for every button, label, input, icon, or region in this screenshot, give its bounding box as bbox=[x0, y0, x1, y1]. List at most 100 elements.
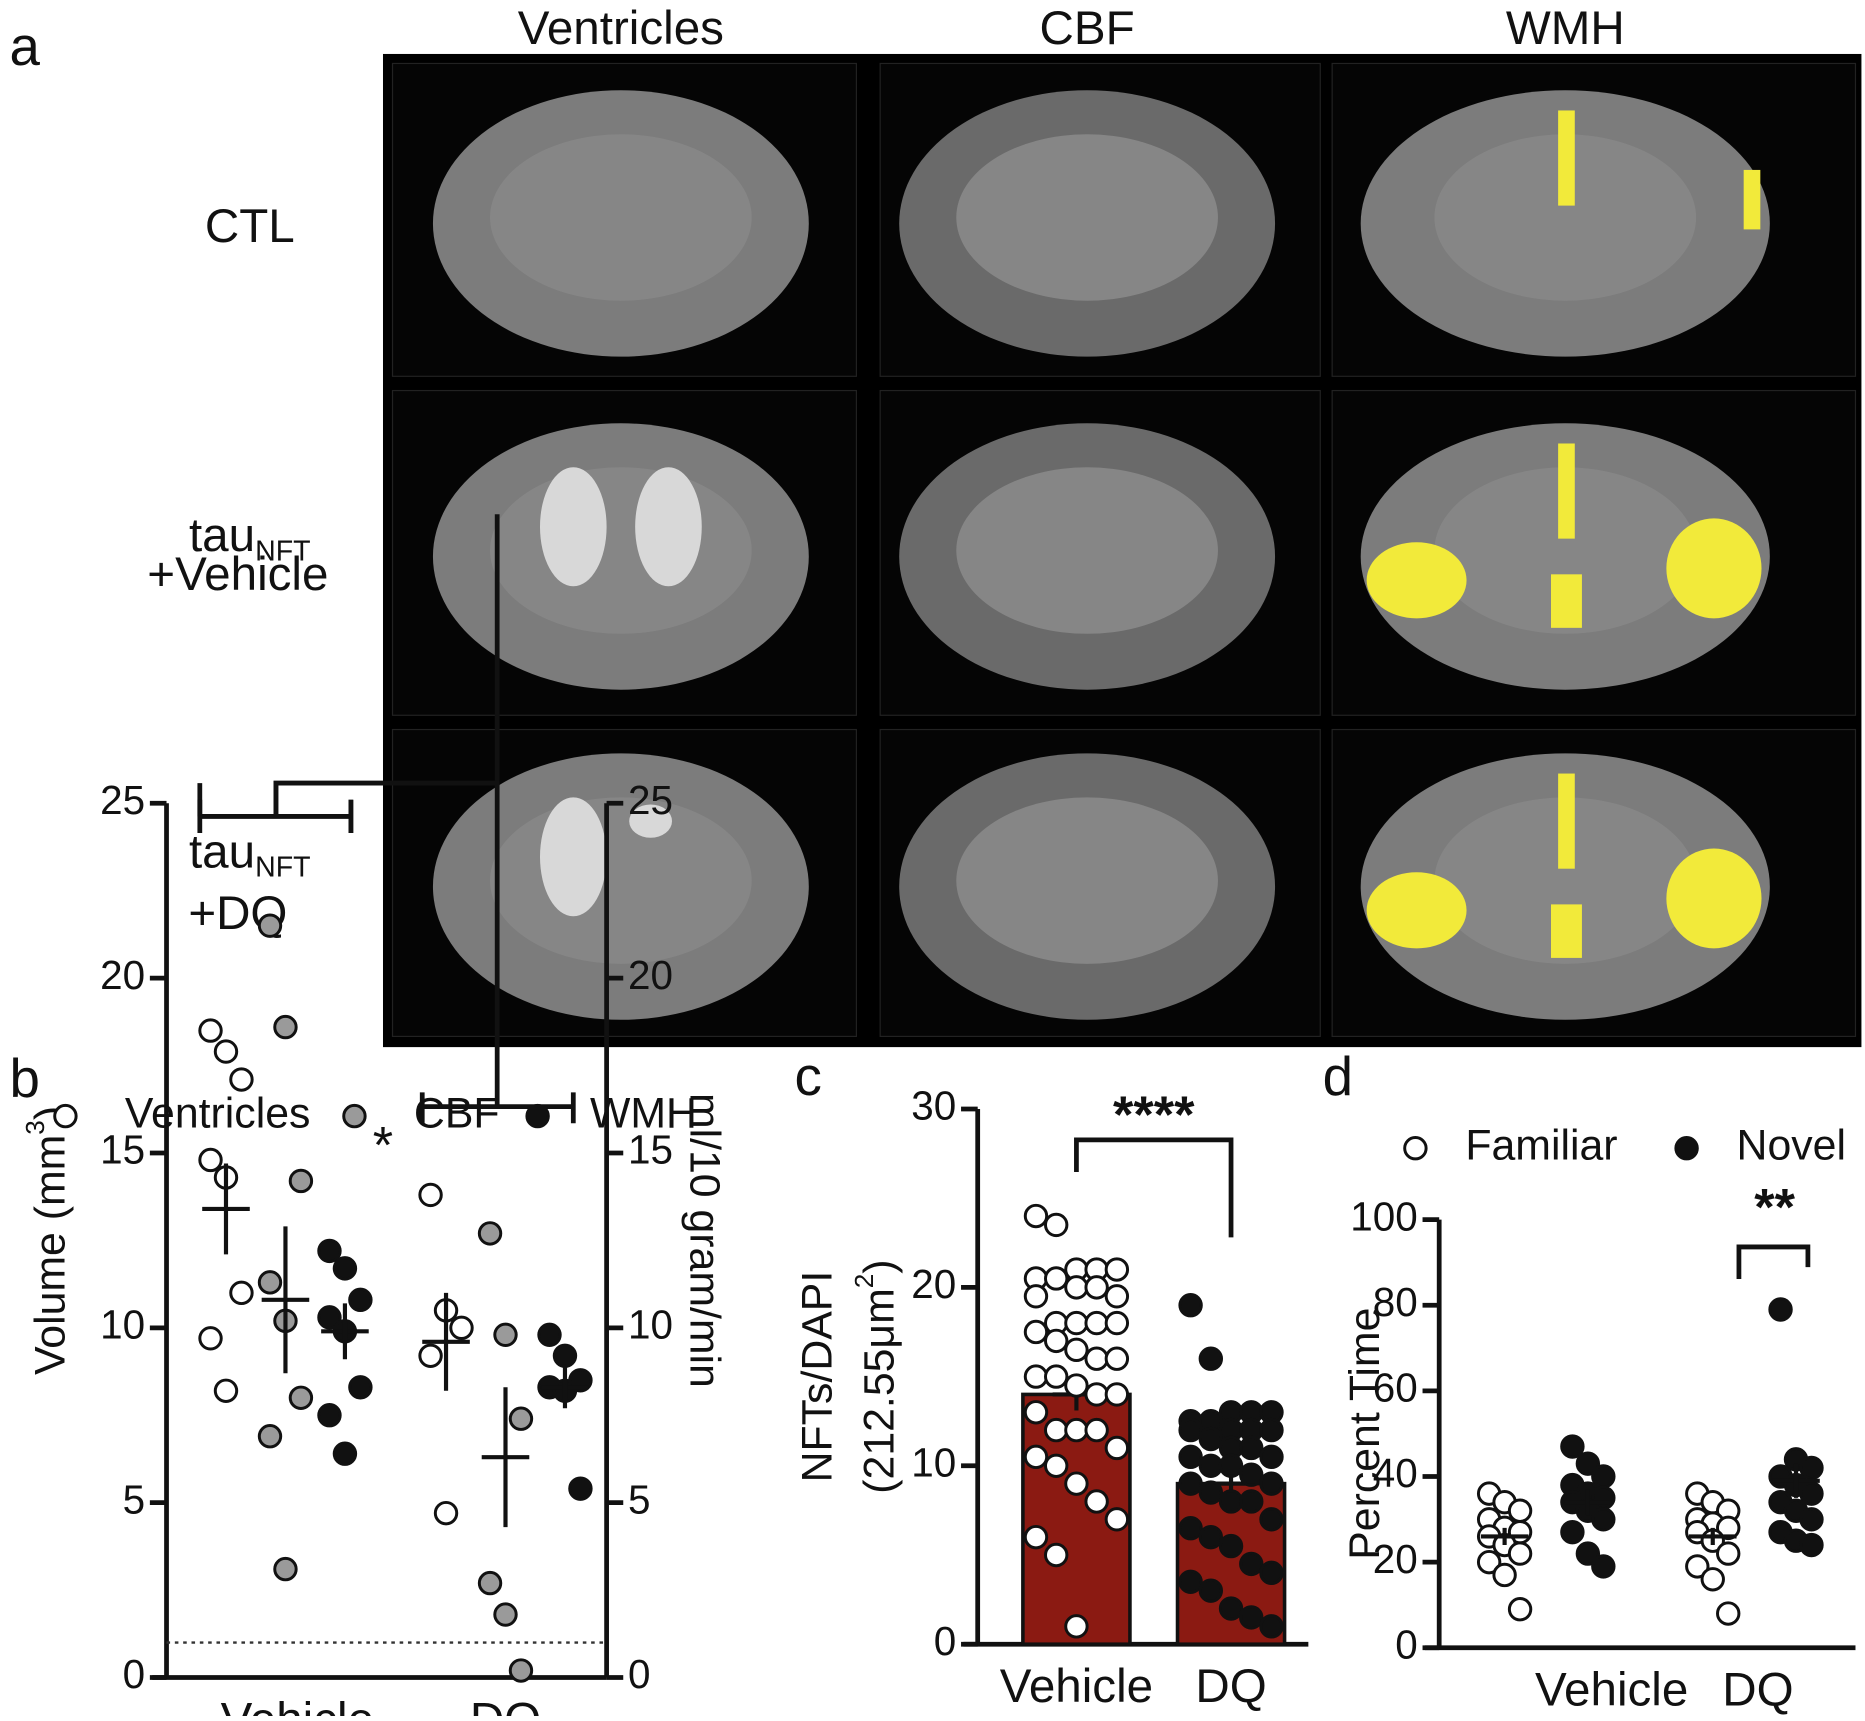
data-point bbox=[317, 1238, 342, 1264]
brain-inner bbox=[490, 134, 752, 301]
data-point bbox=[332, 1441, 358, 1466]
y-tick-label: 0 bbox=[934, 1618, 957, 1664]
data-point bbox=[1064, 1373, 1089, 1398]
data-point bbox=[1064, 1614, 1089, 1639]
text-part: tau bbox=[189, 509, 255, 562]
text-part: tau bbox=[189, 825, 255, 878]
y2-tick-label: 5 bbox=[628, 1476, 651, 1522]
data-point bbox=[1064, 1310, 1089, 1336]
data-point bbox=[493, 1322, 518, 1348]
y2-tick-label: 15 bbox=[628, 1127, 673, 1173]
data-point bbox=[1084, 1275, 1109, 1300]
wmh-region bbox=[1550, 574, 1582, 628]
wmh-region bbox=[1550, 904, 1582, 958]
text-part: ) bbox=[856, 1259, 904, 1273]
data-point bbox=[1104, 1310, 1130, 1336]
data-point bbox=[257, 1270, 283, 1295]
text-part: NFT bbox=[255, 851, 310, 883]
data-point bbox=[1700, 1567, 1725, 1592]
text-part: NFTs/DAPI bbox=[794, 1271, 842, 1483]
y-tick-label: 20 bbox=[1373, 1536, 1418, 1582]
wmh-region bbox=[1666, 518, 1762, 619]
data-point bbox=[1198, 1453, 1224, 1478]
panel-letter: c bbox=[795, 1045, 822, 1107]
data-point bbox=[1178, 1293, 1203, 1318]
data-point bbox=[1218, 1453, 1244, 1478]
data-point bbox=[552, 1343, 578, 1368]
data-point bbox=[1104, 1382, 1130, 1407]
data-point bbox=[1799, 1481, 1824, 1506]
y2-tick-label: 25 bbox=[628, 777, 673, 823]
data-point bbox=[1716, 1601, 1741, 1626]
data-point bbox=[1560, 1519, 1585, 1545]
row-label: tauNFT bbox=[189, 825, 311, 883]
data-point bbox=[1476, 1549, 1502, 1575]
significance-label: * bbox=[373, 1117, 393, 1175]
y2-tick-label: 20 bbox=[628, 952, 673, 998]
data-point bbox=[493, 1602, 518, 1627]
data-point bbox=[213, 1378, 239, 1403]
y-tick-label: 40 bbox=[1373, 1450, 1418, 1496]
data-point bbox=[1064, 1337, 1089, 1363]
wmh-region bbox=[1666, 848, 1762, 949]
data-point bbox=[317, 1305, 342, 1330]
row-label: CTL bbox=[205, 199, 295, 252]
data-point bbox=[1044, 1542, 1069, 1568]
data-point bbox=[1799, 1455, 1824, 1481]
data-point bbox=[1064, 1417, 1089, 1443]
data-point bbox=[433, 1500, 459, 1526]
data-point bbox=[1104, 1257, 1130, 1282]
y-tick-label: 30 bbox=[911, 1083, 956, 1129]
y-tick-label: 0 bbox=[1395, 1621, 1418, 1667]
brain-inner bbox=[490, 467, 752, 634]
brain-inner bbox=[1434, 797, 1697, 964]
y-tick-label: 100 bbox=[1350, 1193, 1417, 1239]
data-point bbox=[1023, 1203, 1049, 1229]
column-header: WMH bbox=[1506, 2, 1625, 55]
significance-bracket bbox=[197, 799, 354, 834]
data-point bbox=[198, 1326, 223, 1351]
data-point bbox=[1239, 1435, 1264, 1461]
brain-inner bbox=[1434, 134, 1697, 301]
data-point bbox=[1044, 1364, 1069, 1389]
x-tick-label: DQ bbox=[470, 1693, 541, 1716]
wmh-region bbox=[1558, 110, 1575, 206]
legend-marker bbox=[1403, 1136, 1428, 1161]
y-axis-label: NFTs/DAPI bbox=[794, 1271, 842, 1483]
data-point bbox=[1023, 1319, 1049, 1345]
data-point bbox=[449, 1315, 474, 1341]
data-point bbox=[1044, 1453, 1069, 1478]
data-point bbox=[1198, 1480, 1224, 1505]
data-point bbox=[273, 1014, 298, 1040]
data-point bbox=[1507, 1541, 1533, 1566]
data-point bbox=[1064, 1471, 1089, 1496]
y2-axis-label: ml/10 gram/min bbox=[680, 1093, 728, 1388]
y-tick-label: 5 bbox=[123, 1476, 145, 1522]
legend-label: WMH bbox=[590, 1089, 697, 1137]
data-point bbox=[537, 1322, 562, 1348]
data-point bbox=[1198, 1524, 1224, 1550]
y-tick-label: 25 bbox=[100, 777, 145, 823]
data-point bbox=[1178, 1417, 1203, 1443]
data-point bbox=[418, 1343, 443, 1368]
text-part: 2 bbox=[849, 1274, 879, 1289]
data-point bbox=[1239, 1605, 1264, 1630]
x-tick-label: Vehicle bbox=[1535, 1664, 1688, 1716]
data-point bbox=[1023, 1364, 1049, 1389]
data-point bbox=[1259, 1614, 1284, 1639]
legend-label: CBF bbox=[414, 1089, 500, 1137]
text-part: CTL bbox=[205, 199, 295, 252]
data-point bbox=[317, 1403, 342, 1428]
data-point bbox=[1104, 1435, 1130, 1461]
data-point bbox=[1064, 1275, 1089, 1300]
text-part: NFT bbox=[255, 535, 310, 567]
text-part: Volume (mm bbox=[27, 1135, 75, 1375]
data-point bbox=[1768, 1297, 1793, 1322]
data-point bbox=[1591, 1554, 1616, 1579]
x-tick-label: DQ bbox=[1195, 1660, 1266, 1713]
panel-letter: d bbox=[1323, 1045, 1353, 1107]
brain-inner bbox=[490, 797, 752, 964]
data-point bbox=[273, 1556, 298, 1582]
brain-inner bbox=[956, 797, 1218, 964]
data-point bbox=[1084, 1346, 1109, 1371]
